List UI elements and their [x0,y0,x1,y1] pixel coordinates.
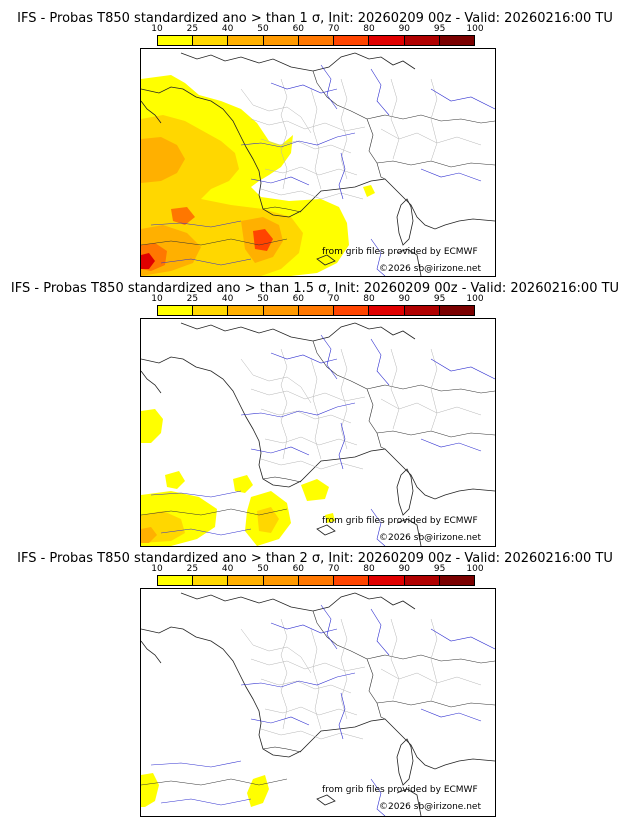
colorbar-swatch [228,306,264,315]
colorbar-swatch [298,576,335,585]
colorbar-tick: 95 [433,24,446,34]
colorbar-swatch [263,36,299,45]
probability-shading [141,773,269,807]
colorbar: 10 25 40 50 60 70 80 90 95 100 [151,564,484,586]
colorbar-tick: 25 [186,564,199,574]
probability-shading [141,75,375,276]
probability-map [141,592,495,816]
colorbar-tick-labels: 10 25 40 50 60 70 80 90 95 100 [151,294,483,305]
copyright: ©2026 sb@irizone.net [379,802,481,812]
colorbar-tick: 60 [292,24,305,34]
colorbar-swatch [404,576,440,585]
colorbar-tick: 60 [292,564,305,574]
colorbar-tick: 100 [466,294,484,304]
colorbar-tick: 40 [221,564,234,574]
panel-title: IFS - Probas T850 standardized ano > tha… [17,11,613,26]
colorbar-swatch [334,306,370,315]
colorbar-tick: 90 [398,564,411,574]
colorbar-swatch [228,36,264,45]
colorbar-swatch [369,36,405,45]
colorbar-swatches [157,305,475,316]
colorbar-swatch [404,36,440,45]
colorbar-swatch [439,576,474,585]
copyright: ©2026 sb@irizone.net [379,264,481,274]
colorbar-swatch [193,306,229,315]
colorbar-swatch [263,576,299,585]
colorbar-tick: 80 [363,564,375,574]
copyright: ©2026 sb@irizone.net [379,533,481,543]
colorbar-swatch [193,36,229,45]
colorbar-tick: 40 [221,24,234,34]
colorbar-tick: 100 [466,564,484,574]
colorbar-swatch [158,36,194,45]
colorbar-tick: 10 [151,294,163,304]
probability-map [141,52,495,276]
colorbar-swatches [157,575,475,586]
colorbar-tick: 80 [363,24,375,34]
data-credit: from grib files provided by ECMWF [322,516,478,526]
colorbar-swatch [298,36,335,45]
colorbar-tick: 40 [221,294,234,304]
map-frame: from grib files provided by ECMWF ©2026 … [140,48,496,277]
colorbar-swatch [439,306,474,315]
colorbar-swatches [157,35,475,46]
colorbar-swatch [228,576,264,585]
colorbar-swatch [193,576,229,585]
colorbar-swatch [298,306,335,315]
colorbar-tick: 50 [257,564,269,574]
colorbar-tick: 50 [257,294,269,304]
colorbar-tick: 70 [327,564,340,574]
colorbar-tick: 70 [327,24,340,34]
colorbar-tick-labels: 10 25 40 50 60 70 80 90 95 100 [151,24,483,35]
colorbar: 10 25 40 50 60 70 80 90 95 100 [151,24,484,46]
data-credit: from grib files provided by ECMWF [322,247,478,257]
colorbar-swatch [404,306,440,315]
colorbar-tick: 10 [151,564,163,574]
colorbar-tick: 95 [433,564,446,574]
colorbar-tick: 60 [292,294,305,304]
colorbar-tick: 95 [433,294,446,304]
colorbar-swatch [334,576,370,585]
panel-title: IFS - Probas T850 standardized ano > tha… [17,551,613,566]
colorbar-tick: 90 [398,24,411,34]
data-credit: from grib files provided by ECMWF [322,785,478,795]
colorbar-tick: 25 [186,24,199,34]
map-frame: from grib files provided by ECMWF ©2026 … [140,588,496,817]
colorbar-tick: 100 [466,24,484,34]
colorbar-tick: 10 [151,24,163,34]
colorbar-swatch [369,576,405,585]
probability-shading [141,409,335,546]
colorbar-tick: 80 [363,294,375,304]
map-frame: from grib files provided by ECMWF ©2026 … [140,318,496,547]
colorbar-swatch [158,306,194,315]
colorbar-tick: 90 [398,294,411,304]
panel-title: IFS - Probas T850 standardized ano > tha… [10,281,620,296]
probability-map [141,322,495,546]
colorbar-tick: 50 [257,24,269,34]
colorbar-tick: 25 [186,294,199,304]
colorbar-swatch [439,36,474,45]
colorbar-swatch [158,576,194,585]
colorbar-swatch [334,36,370,45]
colorbar-swatch [369,306,405,315]
colorbar-tick: 70 [327,294,340,304]
colorbar-tick-labels: 10 25 40 50 60 70 80 90 95 100 [151,564,483,575]
colorbar-swatch [263,306,299,315]
colorbar: 10 25 40 50 60 70 80 90 95 100 [151,294,484,316]
